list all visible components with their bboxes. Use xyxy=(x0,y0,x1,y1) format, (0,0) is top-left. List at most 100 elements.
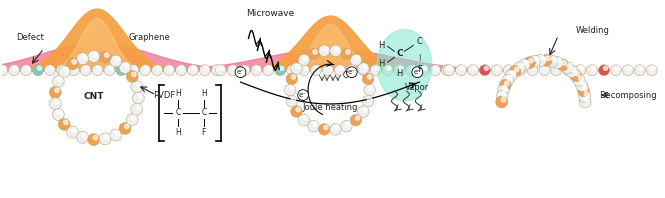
Circle shape xyxy=(540,56,545,61)
Circle shape xyxy=(394,65,405,76)
Circle shape xyxy=(575,71,580,76)
Circle shape xyxy=(109,66,113,70)
Circle shape xyxy=(138,94,142,98)
Circle shape xyxy=(215,65,226,76)
Circle shape xyxy=(21,65,31,76)
Circle shape xyxy=(104,53,109,57)
Circle shape xyxy=(116,65,127,76)
Circle shape xyxy=(351,66,355,70)
Circle shape xyxy=(180,66,185,70)
Text: e⁻: e⁻ xyxy=(237,69,245,75)
Circle shape xyxy=(192,66,196,70)
Circle shape xyxy=(315,66,320,70)
Circle shape xyxy=(323,65,333,76)
Circle shape xyxy=(110,55,122,67)
Circle shape xyxy=(0,65,8,76)
Circle shape xyxy=(544,66,548,70)
Circle shape xyxy=(362,107,367,112)
Circle shape xyxy=(567,64,571,68)
Circle shape xyxy=(456,65,466,76)
Text: Microwave: Microwave xyxy=(246,9,295,18)
Circle shape xyxy=(124,124,129,129)
Circle shape xyxy=(66,126,78,138)
Circle shape xyxy=(72,128,76,132)
Circle shape xyxy=(37,66,42,70)
Circle shape xyxy=(59,66,70,78)
Circle shape xyxy=(472,66,477,70)
Circle shape xyxy=(82,54,86,59)
Text: Defect: Defect xyxy=(16,33,44,42)
Circle shape xyxy=(263,65,274,76)
Circle shape xyxy=(99,51,111,63)
Circle shape xyxy=(330,45,341,56)
Circle shape xyxy=(448,66,453,70)
Circle shape xyxy=(520,66,524,70)
Circle shape xyxy=(503,65,514,76)
Circle shape xyxy=(505,81,509,86)
Circle shape xyxy=(546,56,550,61)
Circle shape xyxy=(324,47,328,51)
Circle shape xyxy=(578,85,590,97)
Circle shape xyxy=(627,66,632,70)
Circle shape xyxy=(200,65,210,76)
Circle shape xyxy=(55,99,59,104)
Circle shape xyxy=(296,64,301,69)
Circle shape xyxy=(535,54,547,66)
Circle shape xyxy=(511,71,515,76)
Circle shape xyxy=(275,65,286,76)
Circle shape xyxy=(268,66,272,70)
Circle shape xyxy=(358,106,369,117)
Circle shape xyxy=(423,66,427,70)
Circle shape xyxy=(308,120,319,132)
Circle shape xyxy=(286,95,297,107)
Circle shape xyxy=(563,65,574,76)
Circle shape xyxy=(505,70,517,82)
Circle shape xyxy=(57,65,67,76)
Circle shape xyxy=(76,131,88,143)
Circle shape xyxy=(340,48,352,60)
Circle shape xyxy=(58,77,63,82)
Circle shape xyxy=(80,65,91,76)
Circle shape xyxy=(292,66,296,70)
Circle shape xyxy=(535,57,539,61)
Circle shape xyxy=(587,65,598,76)
Circle shape xyxy=(646,65,657,76)
Circle shape xyxy=(156,66,161,70)
Circle shape xyxy=(303,56,308,60)
Circle shape xyxy=(319,124,330,135)
Circle shape xyxy=(291,106,303,117)
Text: Vapor: Vapor xyxy=(405,83,430,92)
Circle shape xyxy=(610,65,621,76)
Circle shape xyxy=(375,66,379,70)
Circle shape xyxy=(622,65,633,76)
Circle shape xyxy=(131,81,143,93)
Circle shape xyxy=(583,86,587,91)
Circle shape xyxy=(562,61,567,65)
Circle shape xyxy=(363,66,367,70)
Circle shape xyxy=(232,66,236,70)
Circle shape xyxy=(435,66,439,70)
Circle shape xyxy=(382,65,393,76)
Circle shape xyxy=(576,79,588,91)
Circle shape xyxy=(551,65,562,76)
Circle shape xyxy=(634,65,645,76)
Circle shape xyxy=(49,98,61,110)
Circle shape xyxy=(110,129,122,141)
Circle shape xyxy=(355,56,360,60)
Circle shape xyxy=(49,66,53,70)
Circle shape xyxy=(68,65,79,76)
Circle shape xyxy=(491,65,502,76)
Circle shape xyxy=(496,66,500,70)
Circle shape xyxy=(540,54,552,66)
Circle shape xyxy=(66,58,78,70)
Circle shape xyxy=(579,96,591,108)
Circle shape xyxy=(97,66,101,70)
Circle shape xyxy=(495,96,507,108)
Text: C: C xyxy=(396,49,403,58)
Circle shape xyxy=(227,65,238,76)
Circle shape xyxy=(346,50,350,54)
Circle shape xyxy=(523,61,528,65)
Circle shape xyxy=(64,120,68,125)
Circle shape xyxy=(551,57,556,61)
Circle shape xyxy=(355,116,360,120)
